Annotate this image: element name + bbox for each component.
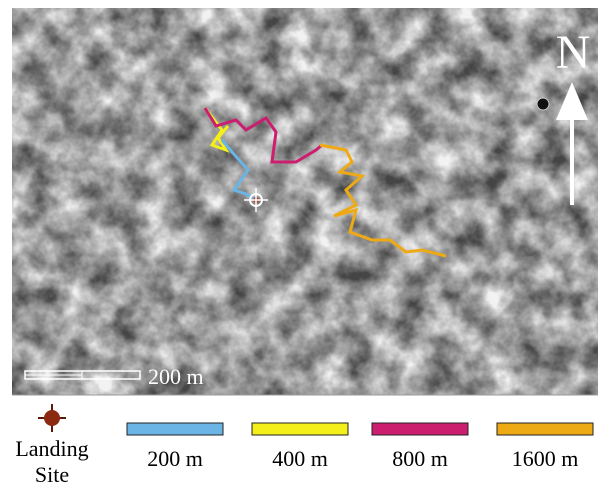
- legend-items: 200 m 400 m 800 m 1600 m: [127, 423, 593, 471]
- legend-label: 200 m: [147, 446, 203, 471]
- legend-label: 800 m: [392, 446, 448, 471]
- legend-swatch: [127, 423, 223, 435]
- north-label: N: [556, 26, 591, 79]
- legend-landing-icon: [38, 404, 66, 432]
- legend-landing-line1: Landing: [15, 436, 88, 461]
- legend-label: 400 m: [272, 446, 328, 471]
- page: N 200 m Landing Site 200 m 400 m 800 m 1600…: [0, 0, 602, 491]
- terrain-texture: [12, 8, 598, 395]
- legend-swatch: [372, 423, 468, 435]
- legend: Landing Site 200 m 400 m 800 m 1600 m: [15, 404, 593, 487]
- crater: [537, 98, 549, 110]
- legend-swatch: [252, 423, 348, 435]
- legend-landing-line2: Site: [35, 462, 69, 487]
- legend-swatch: [497, 423, 593, 435]
- legend-label: 1600 m: [512, 446, 579, 471]
- scale-bar-label: 200 m: [148, 364, 204, 389]
- map-image: N 200 m: [12, 8, 598, 395]
